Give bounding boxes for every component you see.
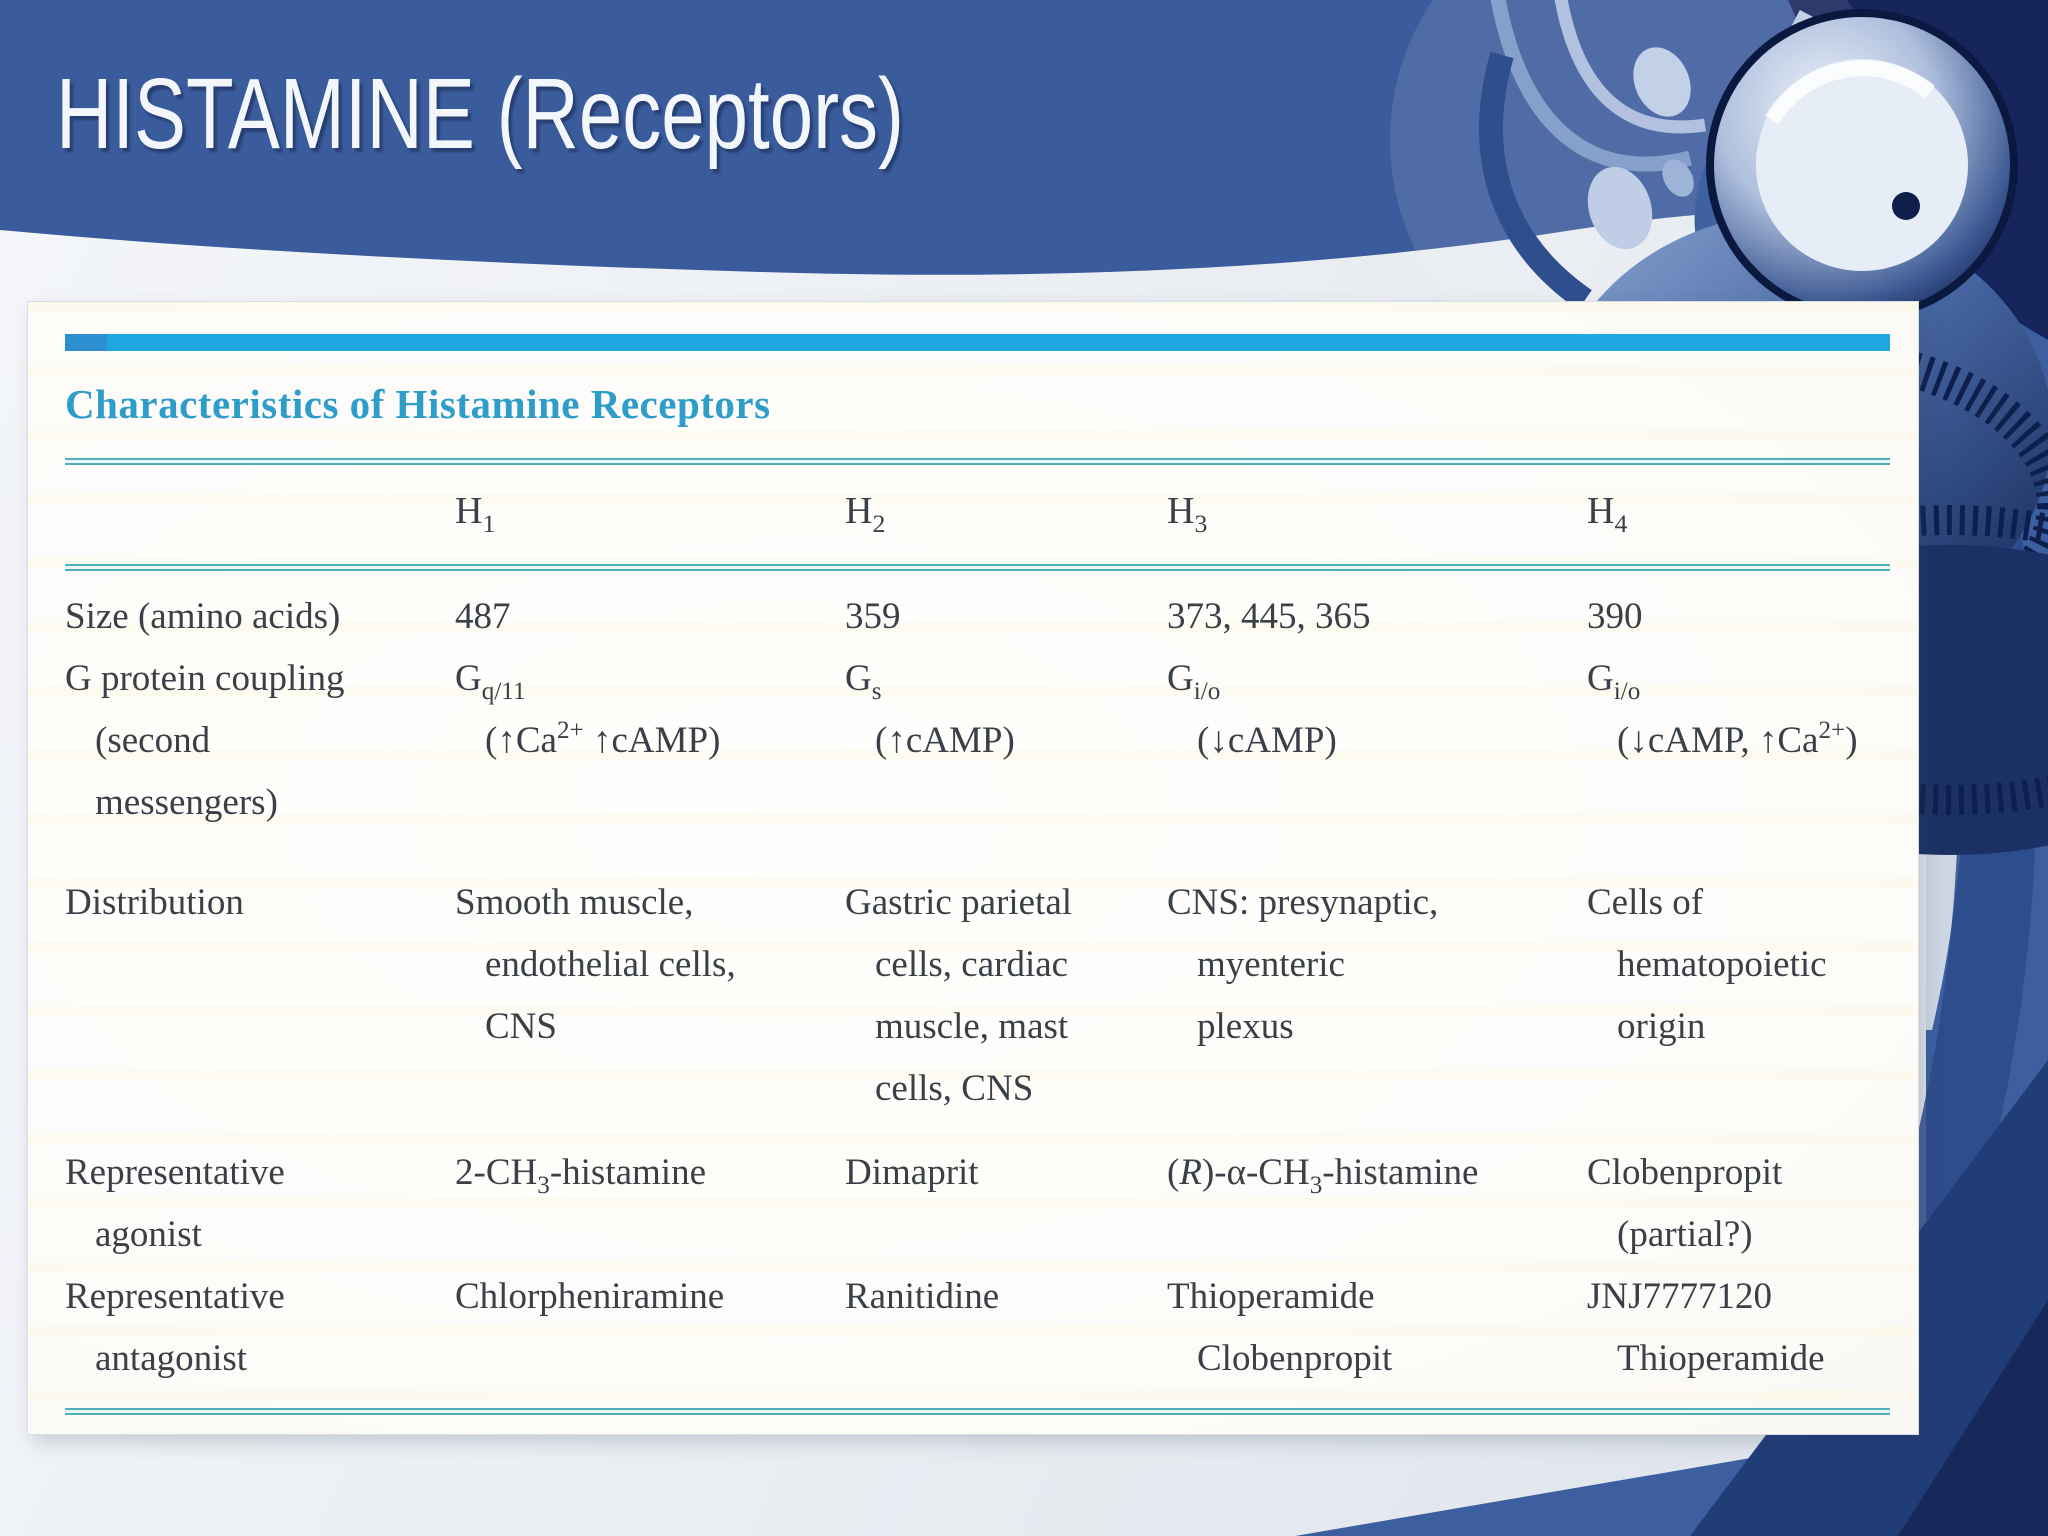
table-cell: (R)-α-CH3-histamine <box>1167 1152 1479 1199</box>
table-cell: 487 <box>455 596 511 637</box>
table-cell: Ranitidine <box>845 1276 1000 1317</box>
column-header-h2: H2 <box>845 490 886 539</box>
table-cell: 373, 445, 365 <box>1167 596 1371 637</box>
table-cell: Cells of hematopoietic origin <box>1587 882 1827 1047</box>
table-cell: JNJ7777120 Thioperamide <box>1587 1276 1825 1379</box>
column-header-h4: H4 <box>1587 490 1628 539</box>
column-header-blank <box>65 480 455 564</box>
table-cell: CNS: presynaptic, myenteric plexus <box>1167 882 1439 1047</box>
row-label: Distribution <box>65 882 244 923</box>
table-cell: Gq/11 (↑Ca2+ ↑cAMP) <box>455 658 721 761</box>
table-cell: Gs (↑cAMP) <box>845 658 1015 761</box>
divider-bottom <box>65 1408 1890 1415</box>
table-row-agonist: Representative agonist 2-CH3-histamine Di… <box>65 1142 1893 1266</box>
table-row-gprotein: G protein coupling (second messengers) Gq/… <box>65 648 1893 834</box>
table-body: Size (amino acids) 487 359 373, 445, 365… <box>65 586 1893 1390</box>
corner-wedge-deep <box>1898 1300 2048 1536</box>
table-panel: Characteristics of Histamine Receptors H… <box>28 302 1918 1434</box>
table-cell: Gi/o (↓cAMP) <box>1167 658 1337 761</box>
row-label: G protein coupling (second messengers) <box>65 658 345 823</box>
divider-top <box>65 458 1890 465</box>
header-band-shape <box>0 0 2048 275</box>
table-cell: Dimaprit <box>845 1152 979 1193</box>
row-label: Size (amino acids) <box>65 596 341 637</box>
table-caption: Characteristics of Histamine Receptors <box>65 381 771 427</box>
table-cell: 359 <box>845 596 901 637</box>
row-label: Representative antagonist <box>65 1276 285 1379</box>
slide-title: HISTAMINE (Receptors) <box>56 58 905 170</box>
table-row-antagonist: Representative antagonist Chlorpheniramin… <box>65 1266 1893 1390</box>
table-row-size: Size (amino acids) 487 359 373, 445, 365… <box>65 586 1893 648</box>
column-header-h1: H1 <box>455 490 496 539</box>
table-cell: 2-CH3-histamine <box>455 1152 706 1199</box>
table-cell: Thioperamide Clobenpropit <box>1167 1276 1393 1379</box>
table-cell: Gastric parietal cells, cardiac muscle, ma… <box>845 882 1073 1109</box>
table-cell: Clobenpropit (partial?) <box>1587 1152 1783 1255</box>
table-cell: Gi/o (↓cAMP, ↑Ca2+) <box>1587 658 1858 761</box>
table-header-row: H1 H2 H3 H4 <box>65 480 1893 564</box>
row-label: Representative agonist <box>65 1152 285 1255</box>
table-cell: Chlorpheniramine <box>455 1276 725 1317</box>
table-cell: Smooth muscle, endothelial cells, CNS <box>455 882 736 1047</box>
accent-bar <box>65 334 1890 351</box>
column-header-h3: H3 <box>1167 490 1208 539</box>
table-row-distribution: Distribution Smooth muscle, endothelial c… <box>65 872 1893 1120</box>
divider-header <box>65 564 1890 571</box>
table-cell: 390 <box>1587 596 1643 637</box>
